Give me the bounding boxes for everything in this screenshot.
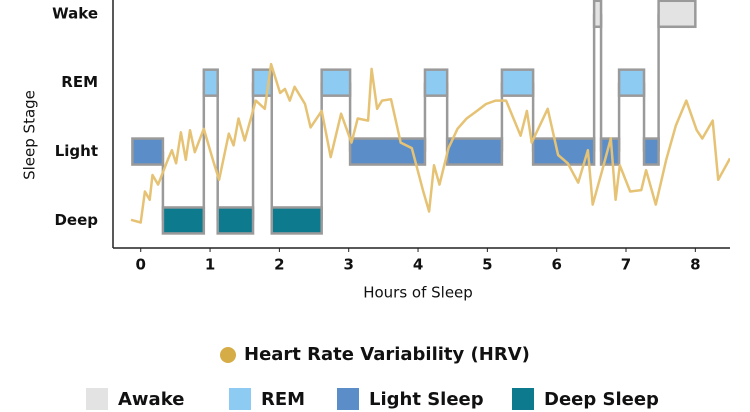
hrv-line <box>130 62 730 224</box>
legend-label: Awake <box>118 389 184 410</box>
y-tick-label: Deep <box>54 211 98 229</box>
y-tick-label: Wake <box>52 4 98 22</box>
x-tick-label: 5 <box>482 256 492 274</box>
stage-segment <box>423 68 449 97</box>
x-tick-label: 3 <box>343 256 353 274</box>
stage-segment <box>216 206 255 235</box>
plot-area <box>130 0 730 235</box>
legend-label: REM <box>261 389 305 410</box>
x-tick-label: 2 <box>274 256 284 274</box>
stage-segment <box>270 206 323 235</box>
hrv-legend-marker <box>220 347 236 363</box>
x-axis-label: Hours of Sleep <box>363 284 473 302</box>
stage-segment <box>320 68 352 97</box>
y-axis-label: Sleep Stage <box>21 90 39 180</box>
x-tick-label: 0 <box>136 256 146 274</box>
y-tick-label: REM <box>61 73 98 91</box>
legend-swatch <box>86 388 108 410</box>
legend-swatch <box>229 388 251 410</box>
x-tick-label: 7 <box>621 256 631 274</box>
stage-segment <box>657 0 697 29</box>
stage-segment <box>161 206 206 235</box>
y-tick-label: Light <box>55 142 98 160</box>
hrv-legend-label: Heart Rate Variability (HRV) <box>244 344 530 365</box>
legend-swatch <box>337 388 359 410</box>
stage-segment <box>592 0 603 29</box>
x-tick-label: 1 <box>205 256 215 274</box>
x-tick-label: 4 <box>413 256 423 274</box>
legend-label: Deep Sleep <box>544 389 659 410</box>
x-tick-label: 6 <box>551 256 561 274</box>
stage-segment <box>500 68 535 97</box>
stage-segment <box>202 68 219 97</box>
stage-segment <box>642 137 660 166</box>
legend-label: Light Sleep <box>369 389 484 410</box>
stage-segment <box>131 137 165 166</box>
x-tick-label: 8 <box>690 256 700 274</box>
stage-segment <box>445 137 504 166</box>
stage-segment <box>617 68 646 97</box>
legend-swatch <box>512 388 534 410</box>
